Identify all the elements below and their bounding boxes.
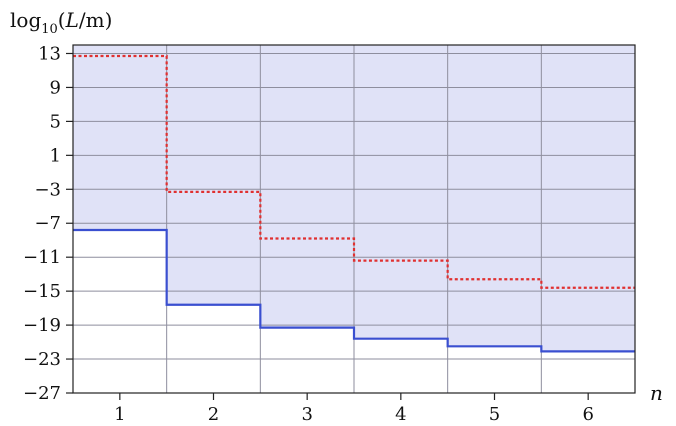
x-axis-ticks: 1 2 3 4 5 6 (114, 393, 594, 425)
y-tick-label: −27 (23, 383, 61, 404)
y-axis-title-open: ( (58, 8, 66, 32)
y-axis-title-var: L (65, 8, 79, 32)
x-tick-label: 2 (208, 404, 219, 425)
y-tick-label: −11 (23, 247, 61, 268)
y-tick-label: 9 (50, 77, 61, 98)
y-tick-label: 13 (38, 43, 61, 64)
y-axis-title-subscript: 10 (41, 22, 58, 37)
plot-area (72, 44, 636, 394)
y-tick-label: −7 (34, 213, 61, 234)
x-tick-label: 4 (395, 404, 406, 425)
y-axis-title-unit: /m) (79, 8, 113, 32)
plot-frame (72, 44, 636, 394)
y-tick-label: −15 (23, 281, 61, 302)
y-tick-label: −3 (34, 179, 61, 200)
x-tick-label: 5 (489, 404, 500, 425)
series-line-dotted (73, 54, 635, 289)
x-axis-title: n (650, 381, 663, 405)
y-axis-title-prefix: log (10, 8, 41, 32)
svg-text:log10(L/m): log10(L/m) (10, 8, 112, 37)
x-tick-label: 6 (582, 404, 593, 425)
y-tick-label: 1 (50, 145, 61, 166)
y-axis-ticks: 13 9 5 1 −3 −7 −11 −15 −19 −23 −27 (23, 43, 73, 404)
x-tick-label: 1 (114, 404, 125, 425)
y-axis-title: log10(L/m) (10, 8, 112, 37)
y-tick-label: −23 (23, 349, 61, 370)
y-tick-label: −19 (23, 315, 61, 336)
series-line-solid (73, 228, 635, 353)
series-layer (73, 54, 635, 353)
x-tick-label: 3 (301, 404, 312, 425)
y-tick-label: 5 (50, 111, 61, 132)
